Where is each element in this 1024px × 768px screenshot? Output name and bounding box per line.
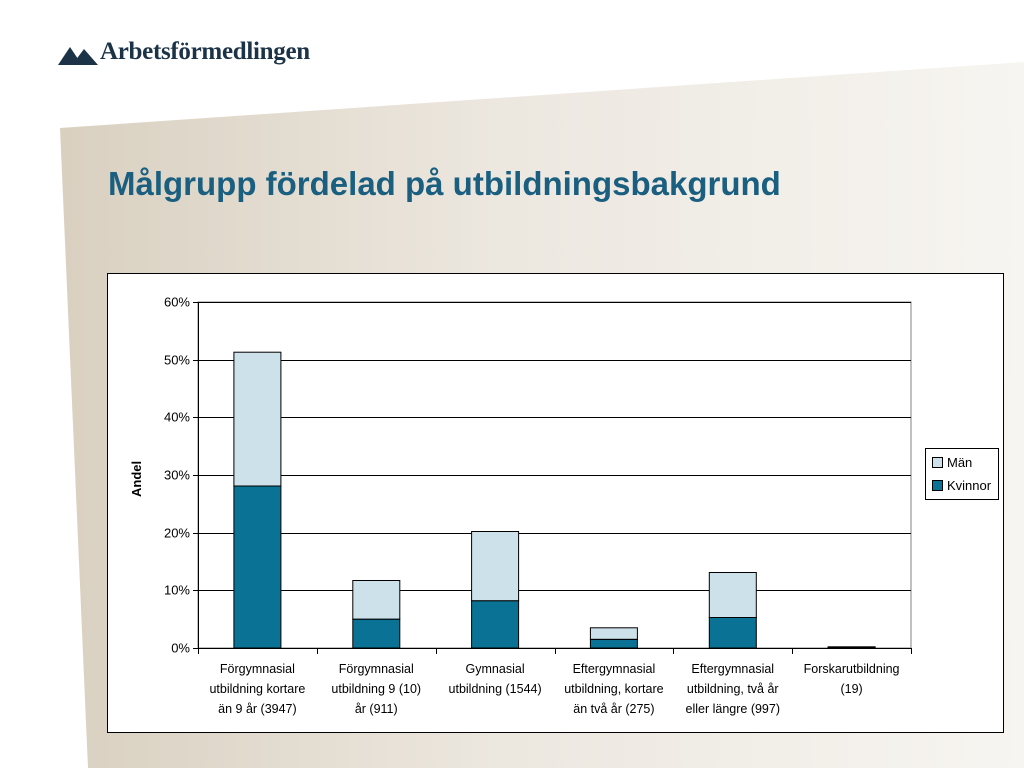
bar-kvinnor-2: [471, 600, 520, 649]
y-tick-label: 40%: [164, 410, 190, 425]
slide-title: Målgrupp fördelad på utbildningsbakgrund: [108, 165, 781, 202]
x-category-label: Forskarutbildning (19): [793, 659, 911, 699]
x-category-label-line: utbildning 9 (10): [331, 682, 422, 696]
x-category-label-line: utbildning, kortare: [564, 682, 664, 696]
x-category-label-line: år (911): [354, 702, 398, 716]
logo-text: Arbetsförmedlingen: [100, 38, 310, 65]
x-category-label-line: än två år (275): [573, 702, 655, 716]
chart-legend: Män Kvinnor: [925, 448, 999, 500]
stacked-bar-chart: 0% 10% 20% 30% 40% 50% 60%: [164, 295, 912, 656]
x-category-label-line: eller längre (997): [685, 702, 781, 716]
bar-man-3: [589, 627, 638, 640]
legend-swatch-man: [932, 457, 943, 468]
x-category-label-line: Eftergymnasial: [572, 662, 656, 676]
x-category-label-line: Forskarutbildning: [803, 662, 900, 676]
bar-man-2: [471, 531, 520, 602]
logo-mark-icon: [58, 47, 98, 65]
legend-item-kvinnor: Kvinnor: [932, 478, 991, 493]
y-tick-label: 50%: [164, 353, 190, 368]
bar-kvinnor-4: [708, 616, 757, 649]
legend-item-man: Män: [932, 455, 972, 470]
legend-swatch-kvinnor: [932, 480, 943, 491]
x-category-label-line: Förgymnasial: [338, 662, 414, 676]
x-category-label-line: än 9 år (3947): [218, 702, 297, 716]
x-category-label-line: utbildning, två år: [686, 682, 779, 696]
y-tick-label: 30%: [164, 468, 190, 483]
x-category-label: Förgymnasial utbildning 9 (10) år (911): [317, 659, 435, 719]
bar-man-1: [352, 580, 401, 620]
legend-label-kvinnor: Kvinnor: [947, 478, 992, 493]
y-tick-label: 20%: [164, 526, 190, 541]
x-category-label-line: utbildning kortare: [209, 682, 306, 696]
x-category-label: Eftergymnasial utbildning, kortare än två …: [555, 659, 673, 719]
logo: Arbetsförmedlingen: [58, 38, 310, 72]
chart-frame: 0% 10% 20% 30% 40% 50% 60% Andel Män Kvinnor F…: [107, 273, 1004, 733]
y-tick-label: 60%: [164, 295, 190, 310]
x-category-label-line: (19): [840, 682, 863, 696]
bar-kvinnor-3: [589, 638, 638, 649]
x-category-label-line: utbildning (1544): [448, 682, 542, 696]
x-category-label: Förgymnasial utbildning kortare än 9 år (3…: [198, 659, 316, 719]
legend-label-man: Män: [947, 455, 973, 470]
y-tick-label: 0%: [171, 641, 190, 656]
bar-kvinnor-1: [352, 618, 401, 649]
x-category-label: Gymnasial utbildning (1544): [436, 659, 554, 699]
x-category-label-line: Gymnasial: [465, 662, 525, 676]
bar-man-0: [233, 351, 282, 487]
x-category-label: Eftergymnasial utbildning, två år eller lä…: [674, 659, 792, 719]
bar-man-5: [827, 646, 876, 649]
y-axis-label: Andel: [129, 460, 144, 497]
bar-man-4: [708, 572, 757, 618]
x-category-label-line: Eftergymnasial: [691, 662, 775, 676]
x-category-label-line: Förgymnasial: [219, 662, 295, 676]
bar-kvinnor-0: [233, 485, 282, 649]
y-tick-label: 10%: [164, 583, 190, 598]
